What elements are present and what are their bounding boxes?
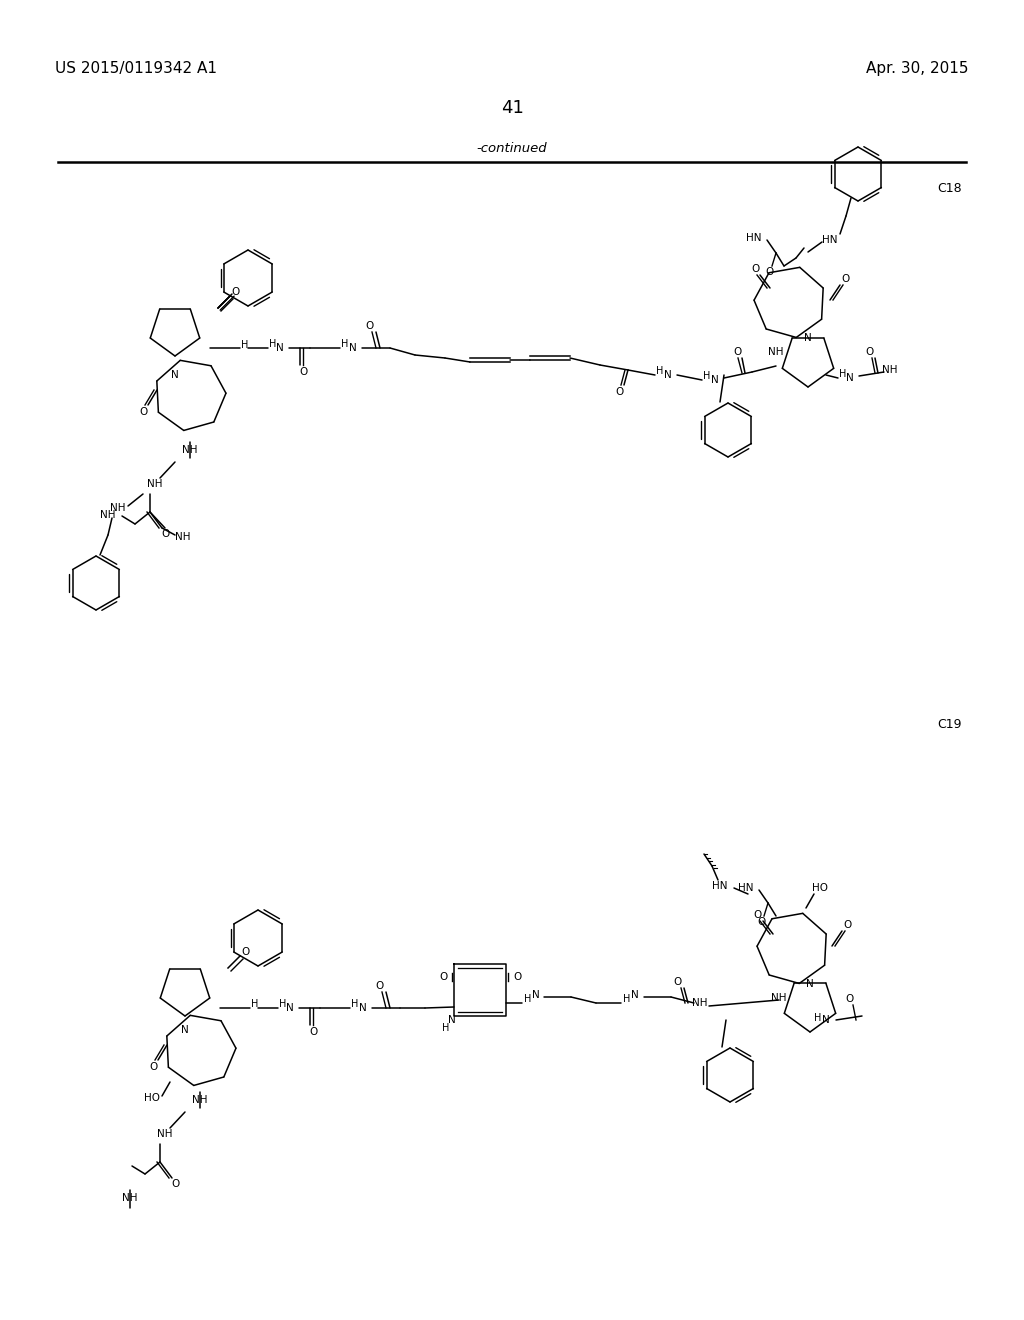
- Text: N: N: [532, 990, 540, 1001]
- Text: H: H: [242, 341, 249, 350]
- Text: O: O: [309, 1027, 317, 1038]
- Text: N: N: [711, 375, 719, 385]
- Text: H: H: [280, 999, 287, 1008]
- Text: O: O: [148, 1063, 157, 1072]
- Text: HN: HN: [713, 880, 728, 891]
- Text: H: H: [814, 1012, 821, 1023]
- Text: N: N: [631, 990, 639, 1001]
- Text: O: O: [299, 367, 307, 378]
- Text: O: O: [846, 994, 854, 1005]
- Text: NH: NH: [771, 993, 786, 1003]
- Text: C19: C19: [938, 718, 962, 731]
- Text: O: O: [841, 275, 849, 284]
- Text: H: H: [703, 371, 711, 381]
- Text: O: O: [139, 407, 147, 417]
- Text: N: N: [449, 1015, 456, 1026]
- Text: O: O: [439, 972, 447, 982]
- Text: H: H: [840, 370, 847, 379]
- Text: N: N: [359, 1003, 367, 1012]
- Text: O: O: [843, 920, 851, 931]
- Text: O: O: [161, 529, 169, 539]
- Text: O: O: [513, 972, 521, 982]
- Text: H: H: [341, 339, 349, 348]
- Text: HN: HN: [822, 235, 838, 246]
- Text: O: O: [375, 981, 383, 991]
- Text: H: H: [656, 366, 664, 376]
- Text: NH: NH: [193, 1096, 208, 1105]
- Text: NH: NH: [182, 445, 198, 455]
- Text: NH: NH: [175, 532, 190, 543]
- Text: O: O: [241, 946, 249, 957]
- Text: H: H: [442, 1023, 450, 1034]
- Text: NH: NH: [883, 366, 898, 375]
- Text: H: H: [251, 999, 259, 1008]
- Text: C18: C18: [937, 182, 962, 195]
- Text: HN: HN: [738, 883, 754, 894]
- Text: NH: NH: [692, 998, 708, 1008]
- Text: O: O: [751, 264, 759, 275]
- Text: NH: NH: [768, 347, 783, 356]
- Text: H: H: [624, 994, 631, 1005]
- Text: O: O: [614, 387, 624, 397]
- Text: H: H: [524, 994, 531, 1005]
- Text: O: O: [733, 347, 741, 356]
- Text: N: N: [181, 1026, 188, 1035]
- Text: HN: HN: [746, 234, 762, 243]
- Text: HO: HO: [144, 1093, 160, 1104]
- Text: NH: NH: [158, 1129, 173, 1139]
- Text: N: N: [846, 374, 854, 383]
- Text: O: O: [365, 321, 373, 331]
- Text: NH: NH: [147, 479, 163, 488]
- Text: N: N: [286, 1003, 294, 1012]
- Text: O: O: [865, 347, 873, 356]
- Text: Apr. 30, 2015: Apr. 30, 2015: [866, 61, 969, 75]
- Text: O: O: [674, 977, 682, 987]
- Text: O: O: [230, 286, 240, 297]
- Text: N: N: [349, 343, 357, 352]
- Text: O: O: [171, 1179, 179, 1189]
- Text: H: H: [351, 999, 358, 1008]
- Text: 41: 41: [501, 99, 523, 117]
- Text: NH: NH: [111, 503, 126, 513]
- Text: O: O: [758, 917, 766, 927]
- Text: NH: NH: [122, 1193, 138, 1203]
- Text: NH: NH: [100, 510, 116, 520]
- Text: US 2015/0119342 A1: US 2015/0119342 A1: [55, 61, 217, 75]
- Text: N: N: [171, 370, 179, 380]
- Text: -continued: -continued: [477, 141, 547, 154]
- Text: N: N: [822, 1015, 829, 1026]
- Text: O: O: [766, 267, 774, 277]
- Text: HO: HO: [812, 883, 828, 894]
- Text: N: N: [276, 343, 284, 352]
- Text: O: O: [754, 909, 762, 920]
- Text: N: N: [806, 979, 814, 989]
- Text: H: H: [269, 339, 276, 348]
- Text: N: N: [665, 370, 672, 380]
- Text: N: N: [804, 333, 812, 343]
